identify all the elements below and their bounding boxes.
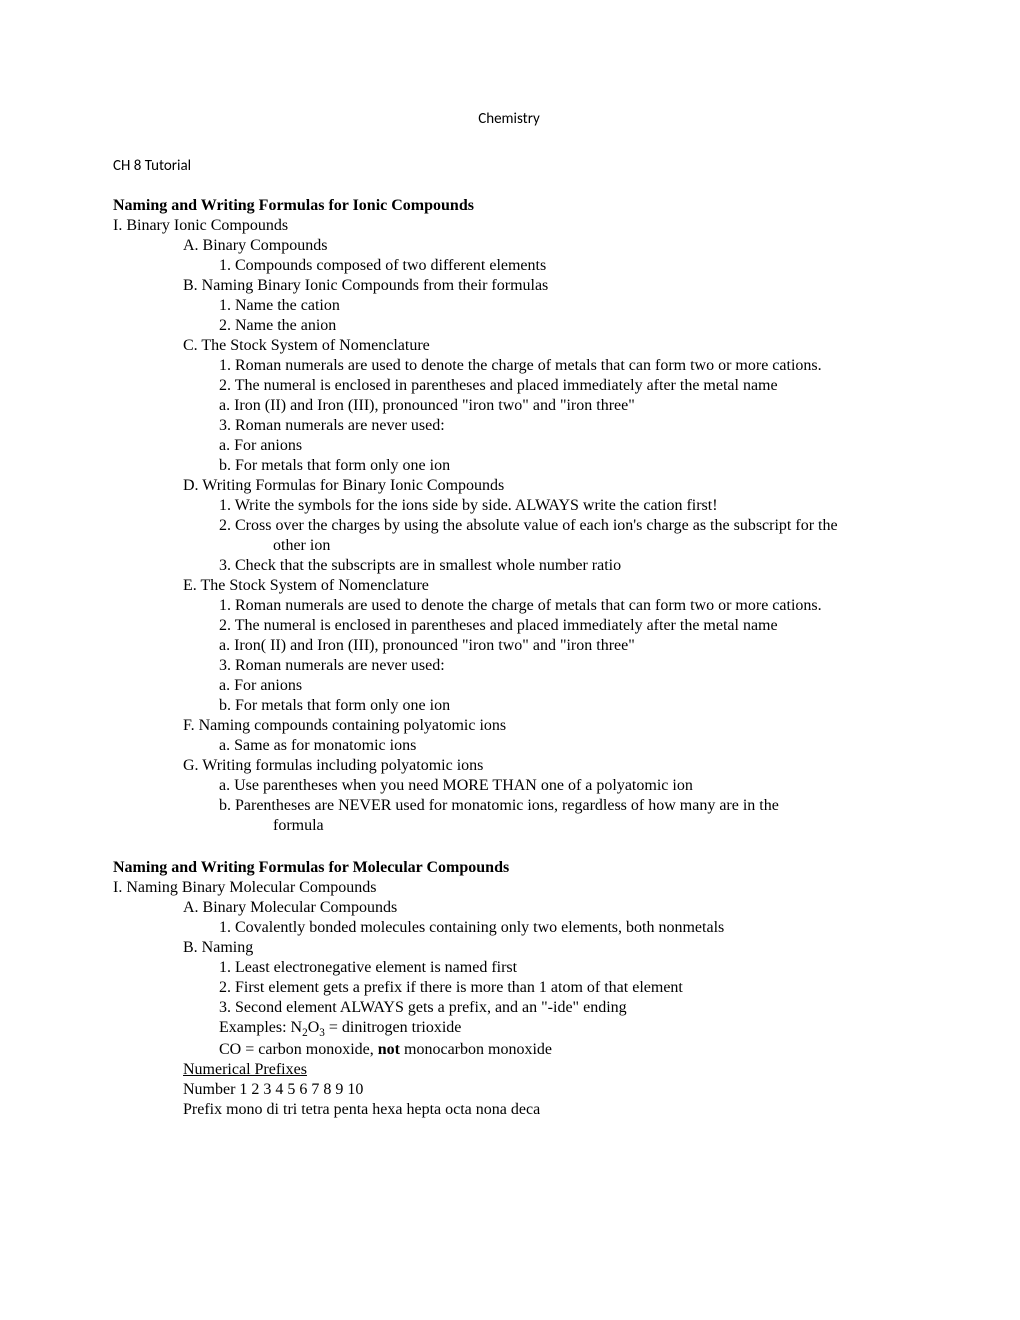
outline-item: I. Naming Binary Molecular Compounds bbox=[113, 878, 905, 898]
outline-item: 1. Roman numerals are used to denote the… bbox=[219, 356, 905, 376]
examples-text: O bbox=[308, 1019, 320, 1036]
outline-item: a. Iron (II) and Iron (III), pronounced … bbox=[219, 396, 905, 416]
outline-item: D. Writing Formulas for Binary Ionic Com… bbox=[183, 476, 905, 496]
outline-item: 2. Name the anion bbox=[219, 316, 905, 336]
outline-examples: Examples: N2O3 = dinitrogen trioxide bbox=[219, 1018, 905, 1040]
examples-text: Examples: N bbox=[219, 1019, 302, 1036]
outline-item: a. Same as for monatomic ions bbox=[219, 736, 905, 756]
outline-item: F. Naming compounds containing polyatomi… bbox=[183, 716, 905, 736]
section-2-heading: Naming and Writing Formulas for Molecula… bbox=[113, 858, 905, 878]
outline-item: 3. Roman numerals are never used: bbox=[219, 656, 905, 676]
outline-item: 2. The numeral is enclosed in parenthese… bbox=[219, 616, 905, 636]
outline-item: A. Binary Molecular Compounds bbox=[183, 898, 905, 918]
outline-item: 2. Cross over the charges by using the a… bbox=[219, 516, 905, 536]
outline-item: 1. Write the symbols for the ions side b… bbox=[219, 496, 905, 516]
co-text: monocarbon monoxide bbox=[400, 1041, 552, 1058]
outline-item: other ion bbox=[273, 536, 905, 556]
outline-item: b. Parentheses are NEVER used for monato… bbox=[219, 796, 905, 816]
outline-item: 1. Least electronegative element is name… bbox=[219, 958, 905, 978]
outline-item: B. Naming Binary Ionic Compounds from th… bbox=[183, 276, 905, 296]
prefix-row: Prefix mono di tri tetra penta hexa hept… bbox=[183, 1100, 905, 1120]
outline-item: C. The Stock System of Nomenclature bbox=[183, 336, 905, 356]
outline-item: E. The Stock System of Nomenclature bbox=[183, 576, 905, 596]
outline-item: 1. Compounds composed of two different e… bbox=[219, 256, 905, 276]
outline-item: 1. Roman numerals are used to denote the… bbox=[219, 596, 905, 616]
tutorial-subtitle: CH 8 Tutorial bbox=[113, 157, 905, 176]
co-text: CO = carbon monoxide, bbox=[219, 1041, 378, 1058]
outline-item: formula bbox=[273, 816, 905, 836]
outline-item: 2. First element gets a prefix if there … bbox=[219, 978, 905, 998]
outline-item: 3. Second element ALWAYS gets a prefix, … bbox=[219, 998, 905, 1018]
page-title: Chemistry bbox=[113, 110, 905, 129]
outline-item: G. Writing formulas including polyatomic… bbox=[183, 756, 905, 776]
outline-item: 3. Check that the subscripts are in smal… bbox=[219, 556, 905, 576]
bold-not: not bbox=[378, 1041, 400, 1058]
outline-co-example: CO = carbon monoxide, not monocarbon mon… bbox=[219, 1040, 905, 1060]
outline-item: 1. Covalently bonded molecules containin… bbox=[219, 918, 905, 938]
outline-item: a. For anions bbox=[219, 436, 905, 456]
section-1-heading: Naming and Writing Formulas for Ionic Co… bbox=[113, 196, 905, 216]
outline-item: b. For metals that form only one ion bbox=[219, 456, 905, 476]
outline-item: A. Binary Compounds bbox=[183, 236, 905, 256]
number-row: Number 1 2 3 4 5 6 7 8 9 10 bbox=[183, 1080, 905, 1100]
examples-text: = dinitrogen trioxide bbox=[325, 1019, 462, 1036]
outline-item: 2. The numeral is enclosed in parenthese… bbox=[219, 376, 905, 396]
outline-item: I. Binary Ionic Compounds bbox=[113, 216, 905, 236]
outline-item: B. Naming bbox=[183, 938, 905, 958]
outline-item: a. Use parentheses when you need MORE TH… bbox=[219, 776, 905, 796]
outline-item: 1. Name the cation bbox=[219, 296, 905, 316]
outline-item: a. Iron( II) and Iron (III), pronounced … bbox=[219, 636, 905, 656]
outline-item: b. For metals that form only one ion bbox=[219, 696, 905, 716]
numerical-prefixes-heading: Numerical Prefixes bbox=[183, 1060, 905, 1080]
outline-item: a. For anions bbox=[219, 676, 905, 696]
outline-item: 3. Roman numerals are never used: bbox=[219, 416, 905, 436]
